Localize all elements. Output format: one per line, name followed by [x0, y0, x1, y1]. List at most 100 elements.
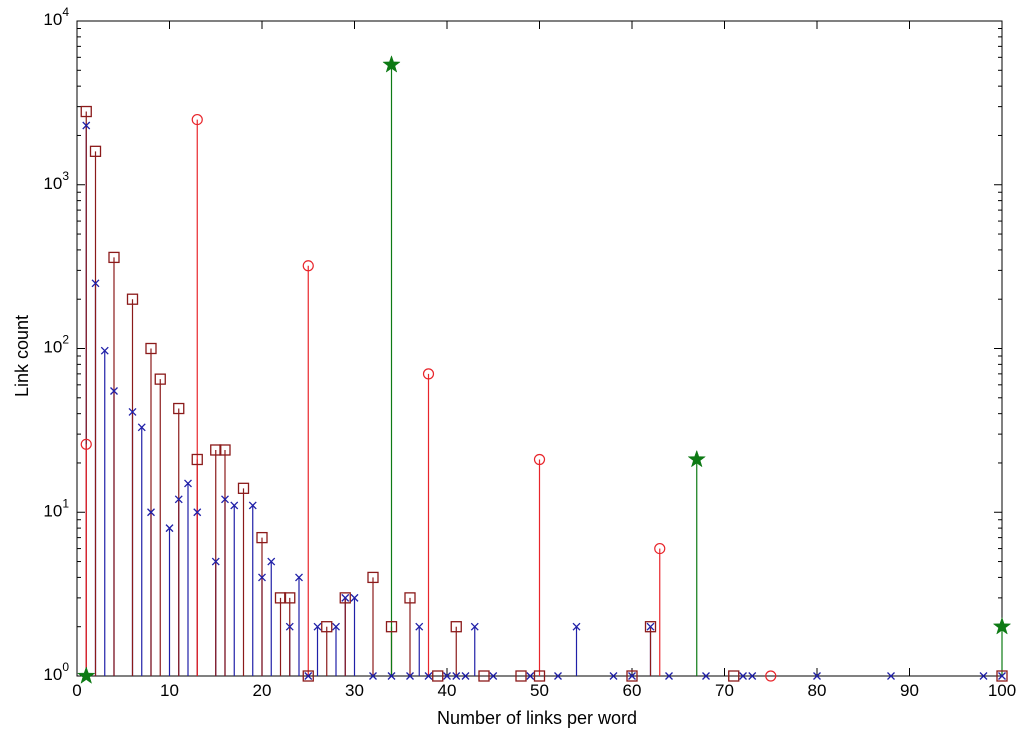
x-marker	[461, 672, 470, 680]
square-marker	[274, 592, 287, 604]
x-marker-stroke	[285, 622, 294, 631]
x-marker	[998, 672, 1006, 680]
square-marker	[478, 670, 490, 682]
star-marker	[992, 616, 1012, 635]
x-marker	[184, 479, 192, 488]
x-marker-stroke	[295, 573, 303, 582]
x-marker	[110, 387, 118, 395]
square-marker	[996, 670, 1008, 682]
x-marker	[248, 501, 257, 510]
x-marker	[332, 622, 340, 631]
square-marker	[367, 571, 379, 584]
x-marker-stroke	[258, 573, 266, 582]
x-marker	[554, 672, 562, 680]
x-tick-label: 100	[988, 681, 1016, 700]
circle-marker	[80, 438, 92, 450]
x-marker-stroke	[628, 672, 636, 680]
x-marker-stroke	[248, 501, 257, 510]
x-marker-stroke	[165, 524, 174, 533]
x-marker-stroke	[665, 672, 673, 680]
x-marker-stroke	[304, 672, 313, 680]
square-marker	[210, 444, 222, 456]
x-marker-stroke	[137, 423, 146, 432]
square-marker	[173, 402, 185, 415]
x-marker-stroke	[609, 672, 618, 680]
x-tick-label: 30	[345, 681, 364, 700]
x-marker	[406, 672, 414, 680]
x-marker-stroke	[406, 672, 414, 680]
star-marker	[76, 666, 96, 684]
x-marker-stroke	[646, 622, 655, 631]
square-marker	[533, 670, 546, 682]
x-marker-stroke	[82, 121, 91, 130]
y-tick-exponent: 2	[62, 333, 69, 347]
x-marker-stroke	[267, 557, 276, 566]
square-marker	[626, 670, 638, 682]
y-tick-label: 100	[43, 660, 69, 684]
x-marker	[748, 672, 757, 680]
data-markers	[76, 55, 1012, 684]
square-marker	[385, 621, 398, 633]
square-marker	[237, 482, 250, 494]
x-marker	[165, 524, 174, 533]
x-marker-stroke	[739, 672, 747, 680]
x-marker	[470, 622, 479, 631]
x-marker	[304, 672, 313, 680]
x-marker	[285, 622, 294, 631]
x-marker	[702, 672, 710, 680]
x-marker-stroke	[91, 279, 100, 288]
x-marker	[295, 573, 303, 582]
circle-marker	[302, 260, 314, 272]
x-tick-label: 60	[623, 681, 642, 700]
x-marker	[387, 672, 396, 680]
x-marker-stroke	[424, 672, 433, 680]
square-marker	[126, 293, 139, 305]
square-marker	[256, 531, 268, 544]
square-marker	[108, 251, 120, 264]
y-tick-exponent: 0	[62, 660, 69, 674]
circle-marker	[533, 453, 546, 466]
x-tick-label: 40	[438, 681, 457, 700]
x-marker-stroke	[387, 672, 396, 680]
x-marker-stroke	[332, 622, 340, 631]
y-tick-label: 102	[43, 333, 69, 357]
x-marker-stroke	[341, 593, 350, 602]
x-marker-stroke	[100, 346, 109, 355]
circle-marker	[191, 113, 203, 126]
x-marker	[221, 495, 229, 504]
square-marker	[321, 621, 333, 633]
x-marker	[609, 672, 618, 680]
y-tick-exponent: 4	[62, 5, 69, 19]
y-axis-label: Link count	[12, 315, 32, 397]
x-marker	[665, 672, 673, 680]
x-marker	[128, 407, 137, 416]
x-marker-stroke	[470, 622, 479, 631]
x-marker-stroke	[887, 672, 895, 680]
x-marker-stroke	[554, 672, 562, 680]
square-marker	[154, 373, 166, 385]
square-marker	[644, 621, 657, 633]
x-marker-stroke	[193, 508, 202, 517]
x-marker	[369, 672, 377, 680]
circle-marker	[765, 670, 777, 682]
x-marker-stroke	[998, 672, 1006, 680]
square-marker	[89, 145, 102, 157]
x-axis-label: Number of links per word	[437, 708, 637, 728]
x-marker	[628, 672, 636, 680]
x-marker-stroke	[369, 672, 377, 680]
x-marker	[572, 622, 581, 631]
x-tick-label: 0	[72, 681, 81, 700]
x-marker	[230, 501, 239, 510]
stem-series	[85, 64, 1003, 676]
x-marker-stroke	[128, 407, 137, 416]
x-marker-stroke	[813, 672, 821, 680]
x-marker-stroke	[526, 672, 535, 680]
x-marker-stroke	[461, 672, 470, 680]
x-marker	[313, 622, 322, 631]
x-marker-stroke	[748, 672, 757, 680]
x-marker-stroke	[184, 479, 192, 488]
x-marker	[174, 495, 183, 504]
x-marker-stroke	[443, 672, 451, 680]
x-marker	[350, 593, 359, 602]
